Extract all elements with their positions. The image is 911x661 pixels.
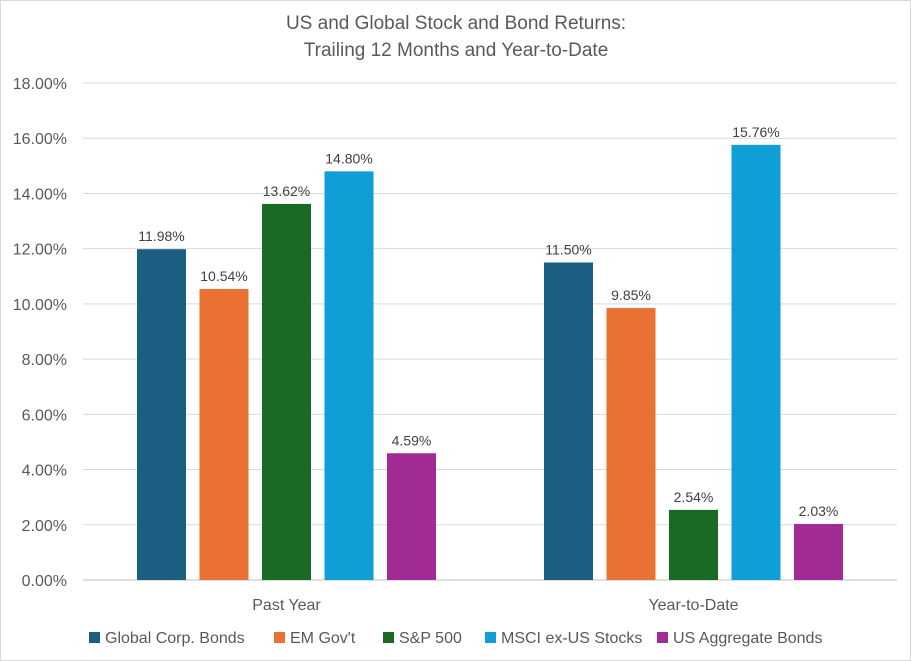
y-tick-label: 14.00% — [13, 186, 67, 203]
chart-title: US and Global Stock and Bond Returns: — [286, 13, 626, 34]
bar — [199, 288, 249, 580]
legend-label: Global Corp. Bonds — [105, 630, 245, 647]
data-label: 13.62% — [263, 183, 310, 199]
legend-label: S&P 500 — [399, 630, 462, 647]
legend-label: US Aggregate Bonds — [673, 630, 822, 647]
legend-label: MSCI ex-US Stocks — [501, 630, 642, 647]
bar — [387, 453, 436, 580]
legend-label: EM Gov't — [290, 630, 356, 647]
data-label: 2.03% — [799, 503, 839, 519]
data-label: 15.76% — [732, 124, 779, 140]
bar — [669, 509, 718, 580]
bars — [137, 144, 843, 581]
y-tick-label: 12.00% — [13, 242, 67, 259]
data-label: 14.80% — [325, 150, 372, 166]
x-axis-categories: Past Year Year-to-Date — [252, 597, 738, 614]
bar — [137, 249, 186, 581]
legend-swatch — [89, 632, 100, 643]
data-labels: 11.98% 10.54% 13.62% 14.80% 4.59% 11.50% 9.85%… — [138, 124, 838, 519]
data-label: 11.98% — [138, 228, 184, 244]
y-tick-label: 16.00% — [13, 131, 67, 148]
y-tick-label: 2.00% — [22, 518, 67, 535]
data-label: 2.54% — [674, 489, 714, 505]
data-label: 4.59% — [392, 432, 432, 448]
bar — [262, 203, 311, 581]
y-tick-label: 4.00% — [22, 463, 67, 480]
data-label: 11.50% — [545, 241, 591, 257]
y-tick-label: 18.00% — [13, 76, 67, 93]
y-tick-label: 8.00% — [22, 352, 67, 369]
bar — [794, 523, 843, 580]
bar — [606, 308, 656, 580]
legend: Global Corp. Bonds EM Gov't S&P 500 MSCI ex… — [89, 630, 822, 647]
x-category-label: Past Year — [252, 597, 321, 614]
y-tick-label: 0.00% — [22, 573, 67, 590]
legend-swatch — [274, 632, 285, 643]
bar — [731, 144, 781, 581]
data-label: 10.54% — [200, 268, 247, 284]
chart-subtitle: Trailing 12 Months and Year-to-Date — [304, 40, 609, 61]
y-axis-ticks: 0.00% 2.00% 4.00% 6.00% 8.00% 10.00% 12.00% 14.… — [13, 76, 67, 590]
legend-swatch — [485, 632, 496, 643]
bar — [544, 262, 593, 580]
x-category-label: Year-to-Date — [648, 597, 738, 614]
legend-swatch — [657, 632, 668, 643]
data-label: 9.85% — [611, 287, 651, 303]
bar — [324, 171, 374, 580]
y-tick-label: 6.00% — [22, 407, 67, 424]
legend-swatch — [383, 632, 394, 643]
y-tick-label: 10.00% — [13, 297, 67, 314]
